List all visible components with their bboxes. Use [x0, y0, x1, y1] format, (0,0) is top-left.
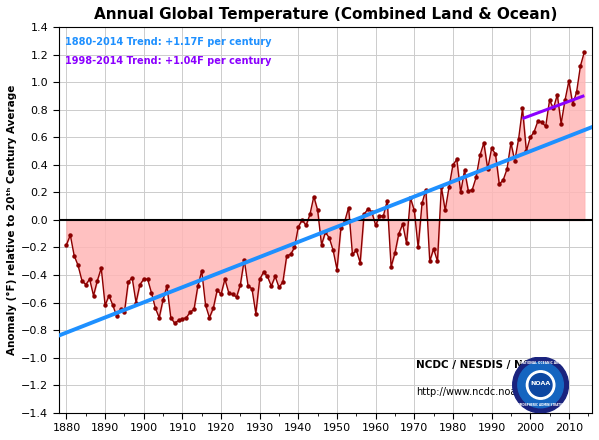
Text: ATMOSPHERIC ADMINISTRATION: ATMOSPHERIC ADMINISTRATION [516, 403, 565, 407]
Circle shape [527, 371, 555, 399]
Text: 1880-2014 Trend: +1.17F per century: 1880-2014 Trend: +1.17F per century [65, 37, 271, 47]
Text: http://www.ncdc.noaa.gov/: http://www.ncdc.noaa.gov/ [416, 387, 546, 397]
Circle shape [518, 362, 563, 408]
Text: NOAA: NOAA [531, 381, 550, 386]
Circle shape [513, 357, 568, 413]
Y-axis label: Anomaly (°F) relative to 20ᵗʰ Century Average: Anomaly (°F) relative to 20ᵗʰ Century Av… [7, 85, 17, 355]
Text: 1998-2014 Trend: +1.04F per century: 1998-2014 Trend: +1.04F per century [65, 56, 271, 66]
Title: Annual Global Temperature (Combined Land & Ocean): Annual Global Temperature (Combined Land… [93, 7, 557, 22]
Circle shape [530, 374, 552, 396]
Text: NATIONAL OCEANIC AND: NATIONAL OCEANIC AND [520, 361, 561, 365]
Text: NCDC / NESDIS / NOAA: NCDC / NESDIS / NOAA [416, 360, 547, 370]
